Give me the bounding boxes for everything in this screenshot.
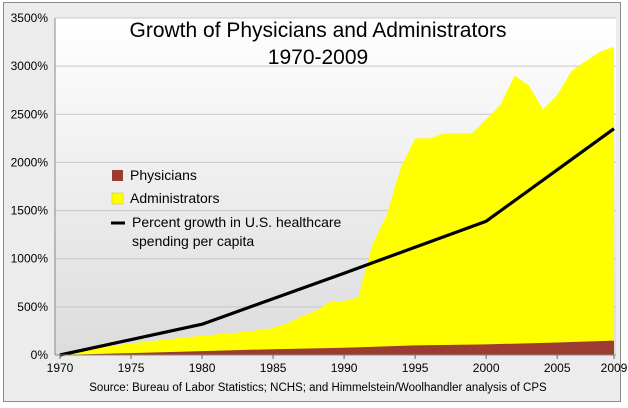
legend-swatch-physicians: [112, 170, 123, 181]
y-tick-label: 1000%: [11, 252, 49, 266]
chart-title-line2: 1970-2009: [268, 46, 368, 69]
legend: Physicians Administrators Percent growth…: [111, 167, 342, 249]
area-physicians: [60, 340, 614, 355]
legend-label-physicians: Physicians: [130, 167, 197, 183]
y-tick-label: 3500%: [11, 11, 49, 25]
area-administrators: [60, 46, 614, 356]
chart-source: Source: Bureau of Labor Statistics; NCHS…: [89, 382, 547, 394]
legend-label-spending-line1: Percent growth in U.S. healthcare: [132, 214, 342, 230]
axes: [54, 18, 616, 359]
x-tick-label: 1995: [402, 361, 429, 375]
chart-title-line1: Growth of Physicians and Administrators: [130, 19, 507, 42]
x-tick-label: 1980: [189, 361, 216, 375]
legend-label-administrators: Administrators: [130, 190, 219, 206]
legend-label-spending-line2: spending per capita: [132, 233, 254, 249]
y-tick-label: 2000%: [11, 155, 49, 169]
y-tick-labels: 0% 500% 1000% 1500% 2000% 2500% 3000% 3500%: [11, 11, 49, 362]
x-tick-label: 1970: [47, 361, 74, 375]
area-series: [60, 46, 614, 356]
x-tick-label: 1975: [118, 361, 145, 375]
x-tick-label: 2005: [544, 361, 571, 375]
y-tick-label: 2500%: [11, 107, 49, 121]
legend-swatch-administrators: [111, 192, 124, 205]
y-tick-label: 1500%: [11, 204, 49, 218]
line-series: [59, 127, 615, 357]
y-tick-label: 3000%: [11, 59, 49, 73]
line-spending-growth: [59, 127, 615, 357]
x-tick-labels: 1970 1975 1980 1985 1990 1995 2000 2005 2009: [47, 361, 628, 375]
x-tick-label: 2000: [473, 361, 500, 375]
y-tick-label: 500%: [17, 300, 48, 314]
x-tick-label: 1985: [260, 361, 287, 375]
x-tick-label: 2009: [601, 361, 628, 375]
x-tick-label: 1990: [331, 361, 358, 375]
y-tick-label: 0%: [31, 348, 49, 362]
